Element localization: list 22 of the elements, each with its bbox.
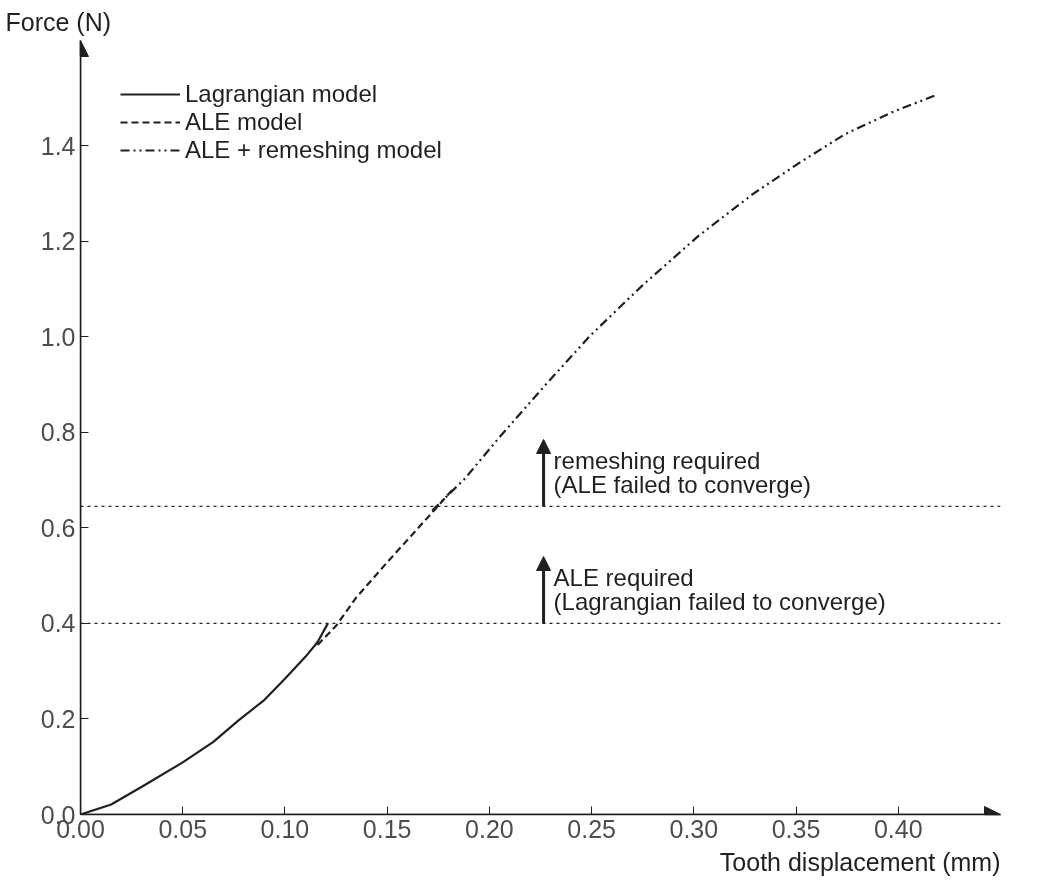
annotation: remeshing required (ALE failed to converge) (553, 447, 812, 499)
y-tick-label: 0.8 (40, 418, 76, 447)
x-tick-label: 0.35 (771, 814, 821, 843)
y-tick-label: 1.0 (40, 322, 76, 351)
x-axis-title: Tooth displacement (mm) (719, 847, 1001, 876)
legend-label: Lagrangian model (185, 80, 378, 108)
legend-label: ALE model (185, 108, 303, 136)
x-tick-label: 0.10 (260, 814, 310, 843)
y-tick-label: 1.2 (40, 227, 76, 256)
x-tick-label: 0.40 (873, 814, 923, 843)
y-tick-label: 1.4 (40, 131, 76, 160)
y-tick-label: 0.4 (40, 609, 76, 638)
x-tick-label: 0.05 (158, 814, 208, 843)
x-tick-label: 0.25 (567, 814, 616, 843)
y-tick-label: 0.6 (40, 513, 76, 542)
legend-label: ALE + remeshing model (185, 136, 442, 164)
x-tick-label: 0.30 (669, 814, 719, 843)
annotation: ALE required (Lagrangian failed to converge) (553, 564, 886, 616)
x-tick-label: 0.15 (362, 814, 412, 843)
y-tick-label: 0.2 (40, 704, 76, 733)
x-tick-label: 0.20 (465, 814, 514, 843)
y-axis-title: Force (N) (5, 7, 112, 36)
